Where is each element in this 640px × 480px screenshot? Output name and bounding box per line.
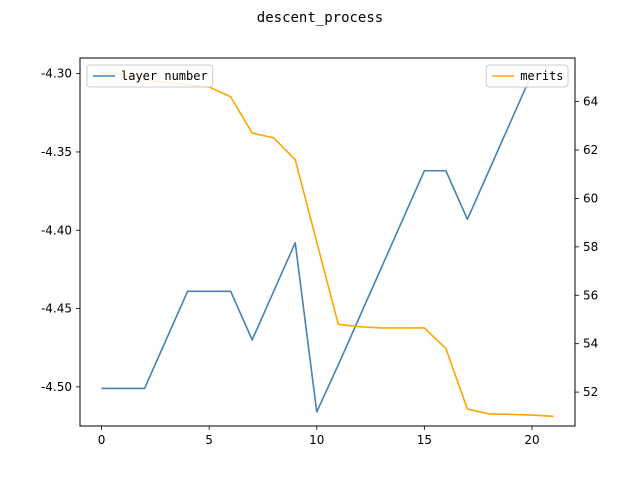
- x-tick-label: 20: [524, 433, 539, 447]
- merits-legend-box: [485, 64, 569, 88]
- x-tick-label: 10: [309, 433, 324, 447]
- right-y-tick-label: 56: [583, 288, 598, 302]
- right-y-tick-label: 60: [583, 191, 598, 205]
- right-y-tick-label: 58: [583, 240, 598, 254]
- x-tick-label: 0: [98, 433, 106, 447]
- layer-number-legend-box: [86, 64, 214, 88]
- right-y-tick-label: 62: [583, 143, 598, 157]
- plot-frame: [79, 57, 576, 427]
- layer-number-series-line: [101, 72, 554, 413]
- left-y-tick-label: -4.40: [41, 223, 72, 237]
- right-y-tick-label: 64: [583, 95, 598, 109]
- x-tick-label: 5: [205, 433, 213, 447]
- left-y-tick-label: -4.45: [41, 302, 72, 316]
- left-y-tick-label: -4.50: [41, 380, 72, 394]
- chart-title: descent_process: [257, 10, 383, 26]
- merits-series-line: [101, 71, 554, 418]
- x-tick-label: 15: [417, 433, 432, 447]
- merits-legend-label: merits: [520, 69, 563, 83]
- plot-area: 0 5 10 15 20 -4.30 -4.35 -4.40 -4.45 -4.50 52 54 56 5…: [41, 57, 598, 447]
- right-y-tick-label: 52: [583, 385, 598, 399]
- layer-number-legend-label: layer number: [121, 69, 208, 83]
- left-y-tick-label: -4.35: [41, 145, 72, 159]
- right-y-tick-label: 54: [583, 337, 598, 351]
- left-y-tick-label: -4.30: [41, 67, 72, 81]
